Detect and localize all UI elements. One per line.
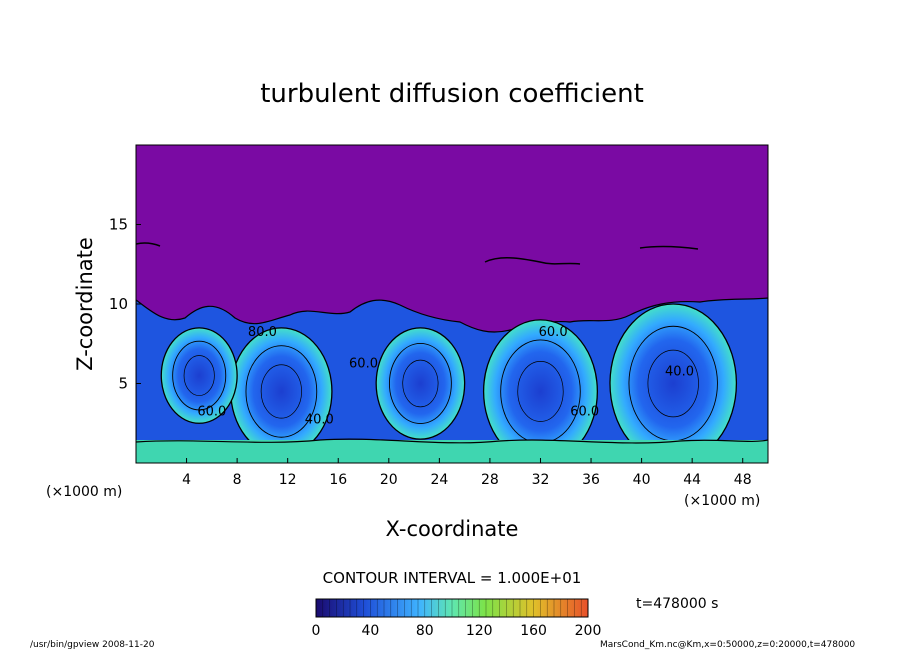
colorbar-tick-label-3: 120 [466, 623, 493, 639]
colorbar-tick-label-0: 0 [312, 623, 321, 639]
upper-blob-2 [639, 245, 699, 250]
x-tick-label-3: 16 [329, 472, 347, 488]
x-tick-label-10: 44 [683, 472, 701, 488]
y-tick-label-1: 10 [109, 295, 128, 313]
colorbar-ticks: 0 40 80 120 160 200 [312, 623, 602, 639]
contour-label-6: 60.0 [570, 404, 599, 419]
vortex-inner-contour-4 [172, 340, 227, 411]
x-tick-label-2: 12 [279, 472, 297, 488]
surface-contour [136, 438, 768, 444]
contour-labels: 40.0 60.0 40.0 60.0 60.0 80.0 60.0 [197, 325, 694, 427]
y-axis-label: Z-coordinate [73, 237, 97, 371]
contour-label-2: 40.0 [665, 365, 694, 380]
y-tick-label-0: 5 [118, 375, 128, 393]
x-tick-label-1: 8 [233, 472, 242, 488]
colorbar-tick-label-2: 80 [416, 623, 434, 639]
colorbar-tick-label-1: 40 [361, 623, 379, 639]
x-tick-label-11: 48 [734, 472, 752, 488]
time-label: t=478000 s [636, 596, 718, 612]
footer-source: MarsCond_Km.nc@Km,x=0:50000,z=0:20000,t=… [600, 640, 856, 650]
y-tick-label-2: 15 [109, 216, 128, 234]
colorbar-tick-label-5: 200 [575, 623, 602, 639]
vortex-inner-contour-1 [388, 342, 452, 425]
x-tick-label-4: 20 [380, 472, 398, 488]
colorbar-tick-label-4: 160 [520, 623, 547, 639]
plot-area: 40.0 60.0 40.0 60.0 60.0 80.0 60.0 [136, 145, 768, 463]
vortex-group [160, 303, 738, 463]
x-tick-label-9: 40 [633, 472, 651, 488]
vortex-core-contour-2 [517, 361, 564, 422]
vortex-core-contour-4 [183, 355, 215, 396]
vortex-core-contour-1 [402, 359, 439, 408]
x-tick-label-6: 28 [481, 472, 499, 488]
x-axis-label: X-coordinate [386, 517, 519, 541]
x-tick-label-7: 32 [532, 472, 550, 488]
vortex-core-contour-0 [260, 364, 302, 419]
x-tick-label-0: 4 [182, 472, 191, 488]
contour-label-5: 80.0 [248, 325, 277, 340]
x-axis-ticks: 4 8 12 16 20 24 28 32 36 40 44 48 [182, 458, 752, 488]
upper-blob-3 [136, 242, 161, 247]
chart-title: turbulent diffusion coefficient [260, 79, 644, 109]
contour-label-3: 60.0 [349, 357, 378, 372]
contour-label-4: 60.0 [197, 404, 226, 419]
x-tick-label-5: 24 [430, 472, 448, 488]
vortex-core-contour-3 [647, 349, 699, 418]
x-unit-right: (×1000 m) [684, 493, 760, 509]
surface-layer [136, 440, 768, 463]
contour-label-0: 40.0 [305, 412, 334, 427]
contour-label-1: 60.0 [539, 325, 568, 340]
y-axis-ticks: 5 10 15 [109, 216, 141, 393]
footer-program: /usr/bin/gpview 2008-11-20 [30, 640, 155, 650]
contour-interval-label: CONTOUR INTERVAL = 1.000E+01 [323, 569, 582, 587]
x-tick-label-8: 36 [582, 472, 600, 488]
colorbar-stripes [322, 599, 582, 617]
x-unit-left: (×1000 m) [46, 484, 122, 500]
upper-blob-1 [484, 257, 581, 265]
vortex-inner-contour-0 [245, 345, 318, 438]
